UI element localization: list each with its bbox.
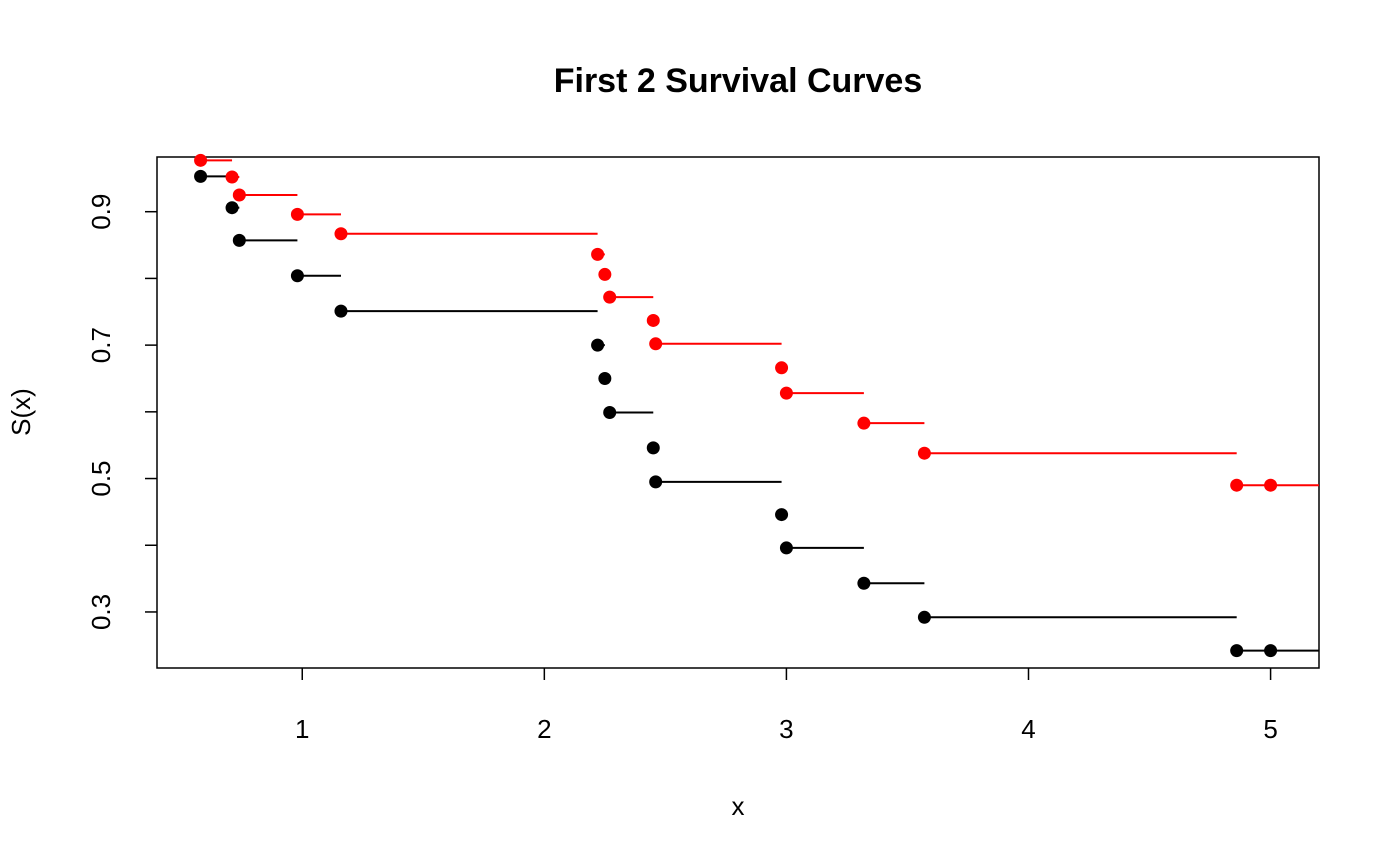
data-point <box>225 170 239 184</box>
data-point <box>290 269 304 283</box>
data-point <box>1230 644 1244 658</box>
chart-title: First 2 Survival Curves <box>554 62 923 100</box>
data-point <box>194 153 208 167</box>
y-tick-label: 0.9 <box>86 194 116 230</box>
data-point <box>775 508 789 522</box>
series-2 <box>194 153 1319 492</box>
data-point <box>232 233 246 247</box>
data-point <box>857 416 871 430</box>
data-point <box>857 576 871 590</box>
series-1 <box>194 169 1319 658</box>
data-point <box>334 304 348 318</box>
data-point <box>334 227 348 241</box>
series-layer <box>194 153 1319 658</box>
data-point <box>225 201 239 215</box>
plot-frame <box>156 156 1320 669</box>
y-axis-label: S(x) <box>6 388 36 436</box>
data-point <box>649 337 663 351</box>
data-point <box>232 188 246 202</box>
y-tick-label: 0.3 <box>86 594 116 630</box>
data-point <box>779 541 793 555</box>
x-tick-label: 5 <box>1263 714 1277 744</box>
data-point <box>290 207 304 221</box>
data-point <box>598 371 612 385</box>
x-axis: 1 2 3 4 5 <box>295 668 1278 744</box>
data-point <box>917 610 931 624</box>
data-point <box>646 313 660 327</box>
data-point <box>1264 644 1278 658</box>
x-tick-label: 4 <box>1021 714 1035 744</box>
data-point <box>603 290 617 304</box>
data-point <box>917 446 931 460</box>
data-point <box>194 169 208 183</box>
data-point <box>775 361 789 375</box>
x-axis-label: x <box>732 791 745 821</box>
x-tick-label: 1 <box>295 714 309 744</box>
y-tick-label: 0.7 <box>86 327 116 363</box>
data-point <box>603 406 617 419</box>
data-point <box>598 267 612 281</box>
data-point <box>649 475 663 489</box>
data-point <box>1264 478 1278 492</box>
data-point <box>779 386 793 400</box>
x-tick-label: 3 <box>779 714 793 744</box>
data-point <box>591 338 605 352</box>
y-axis: 0.3 0.5 0.7 0.9 <box>86 194 157 630</box>
data-point <box>591 247 605 261</box>
x-tick-label: 2 <box>537 714 551 744</box>
data-point <box>646 441 660 455</box>
data-point <box>1230 478 1244 492</box>
y-tick-label: 0.5 <box>86 460 116 496</box>
